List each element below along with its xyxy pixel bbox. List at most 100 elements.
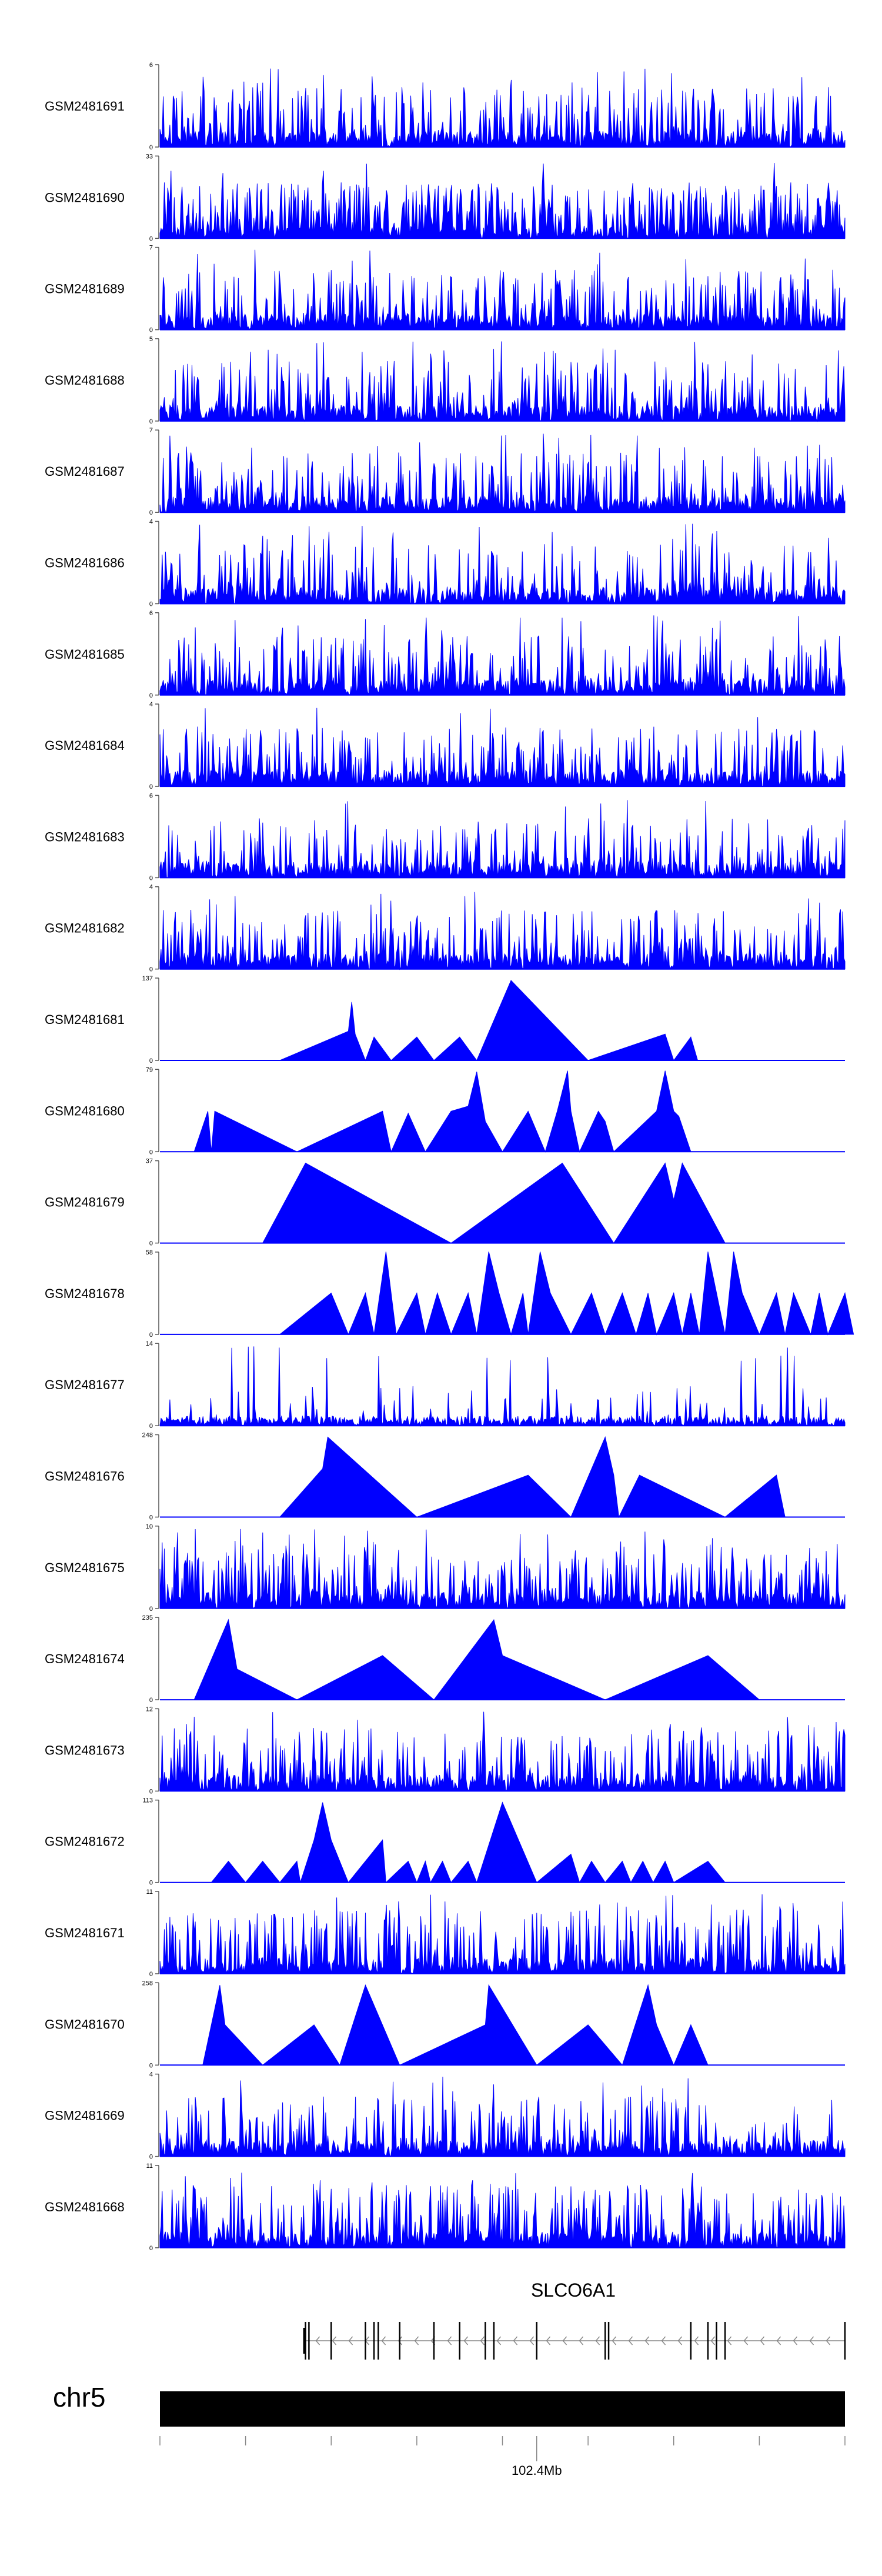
strand-arrow xyxy=(727,2336,732,2345)
y-tick-label-max: 4 xyxy=(149,519,153,526)
track-label: GSM2481680 xyxy=(45,1103,125,1118)
track-label: GSM2481682 xyxy=(45,921,125,936)
track-label: GSM2481672 xyxy=(45,1834,125,1849)
coverage-area xyxy=(159,892,846,970)
track-label: GSM2481676 xyxy=(45,1469,125,1484)
y-tick-label-min: 0 xyxy=(149,1423,153,1430)
strand-arrow xyxy=(348,2336,353,2345)
y-tick-label-min: 0 xyxy=(149,875,153,882)
y-tick-label-max: 11 xyxy=(146,2163,153,2170)
strand-arrow xyxy=(677,2336,683,2345)
strand-arrow xyxy=(496,2336,502,2345)
coverage-area xyxy=(159,2077,846,2157)
y-tick-label-min: 0 xyxy=(149,692,153,699)
chromosome-bar xyxy=(160,2391,845,2427)
strand-arrow xyxy=(562,2336,567,2345)
track-label: GSM2481686 xyxy=(45,556,125,570)
coverage-area xyxy=(159,249,846,331)
coverage-area xyxy=(279,1436,786,1519)
gene-track: SLCO6A1 xyxy=(303,2280,846,2360)
track-GSM2481678: GSM2481678 58 0 xyxy=(45,1249,854,1339)
y-tick-label-min: 0 xyxy=(149,1514,153,1521)
track-GSM2481672: GSM2481672 113 0 xyxy=(45,1797,845,1887)
strand-arrow xyxy=(397,2336,403,2345)
y-tick-label-min: 0 xyxy=(149,327,153,334)
track-GSM2481685: GSM2481685 6 0 xyxy=(45,610,846,699)
track-GSM2481691: GSM2481691 6 0 xyxy=(45,62,846,151)
y-tick-label-max: 5 xyxy=(149,336,153,343)
track-GSM2481676: GSM2481676 248 0 xyxy=(45,1432,845,1521)
coverage-area xyxy=(159,162,846,239)
track-label: GSM2481668 xyxy=(45,2200,125,2214)
track-GSM2481680: GSM2481680 79 0 xyxy=(45,1066,845,1156)
y-tick-label-max: 14 xyxy=(146,1340,153,1347)
y-tick-label-max: 4 xyxy=(149,884,153,891)
strand-arrow xyxy=(694,2336,699,2345)
y-tick-label-max: 6 xyxy=(149,792,153,799)
strand-arrow xyxy=(480,2336,485,2345)
strand-arrow xyxy=(628,2336,633,2345)
genomic-axis: 102.4Mb xyxy=(159,2436,846,2478)
track-label: GSM2481673 xyxy=(45,1743,125,1757)
strand-arrow xyxy=(414,2336,419,2345)
coverage-area xyxy=(159,708,846,787)
y-tick-label-min: 0 xyxy=(149,1332,153,1339)
track-GSM2481684: GSM2481684 4 0 xyxy=(45,701,846,790)
coverage-area xyxy=(279,1252,854,1336)
y-tick-label-min: 0 xyxy=(149,1240,153,1247)
track-label: GSM2481689 xyxy=(45,282,125,296)
strand-arrow xyxy=(612,2336,617,2345)
y-tick-label-min: 0 xyxy=(149,509,153,516)
strand-arrow xyxy=(381,2336,386,2345)
strand-arrow xyxy=(793,2336,798,2345)
axis-tick-label: 102.4Mb xyxy=(512,2463,562,2478)
y-tick-label-min: 0 xyxy=(149,2062,153,2069)
track-GSM2481675: GSM2481675 10 0 xyxy=(45,1523,846,1613)
y-tick-label-min: 0 xyxy=(149,235,153,242)
coverage-area xyxy=(159,1894,846,1975)
y-tick-label-min: 0 xyxy=(149,1971,153,1978)
y-tick-label-max: 258 xyxy=(142,1980,153,1987)
exon-start xyxy=(303,2328,306,2354)
strand-arrow xyxy=(776,2336,781,2345)
y-tick-label-min: 0 xyxy=(149,1880,153,1887)
y-tick-label-max: 11 xyxy=(146,1888,153,1896)
strand-arrow xyxy=(546,2336,551,2345)
y-tick-label-min: 0 xyxy=(149,783,153,790)
chromosome-track: chr5 xyxy=(53,2382,845,2427)
y-tick-label-max: 7 xyxy=(149,245,153,252)
y-tick-label-max: 248 xyxy=(142,1432,153,1439)
track-label: GSM2481687 xyxy=(45,464,125,479)
track-label: GSM2481690 xyxy=(45,190,125,205)
coverage-area xyxy=(159,523,846,605)
coverage-area xyxy=(202,1984,709,2066)
y-tick-label-min: 0 xyxy=(149,1697,153,1704)
gene-model xyxy=(303,2322,846,2360)
coverage-area xyxy=(159,615,846,696)
coverage-area xyxy=(193,1619,760,1700)
y-tick-label-min: 0 xyxy=(149,1606,153,1613)
y-tick-label-max: 33 xyxy=(146,153,153,160)
track-GSM2481688: GSM2481688 5 0 xyxy=(45,336,846,425)
track-label: GSM2481669 xyxy=(45,2108,125,2123)
strand-arrow xyxy=(743,2336,749,2345)
strand-arrow xyxy=(644,2336,650,2345)
track-GSM2481686: GSM2481686 4 0 xyxy=(45,519,846,608)
y-tick-label-min: 0 xyxy=(149,601,153,608)
track-label: GSM2481688 xyxy=(45,373,125,388)
strand-arrow xyxy=(809,2336,814,2345)
coverage-area xyxy=(159,2173,846,2249)
coverage-tracks: GSM248169160GSM2481690330GSM248168970GSM… xyxy=(45,62,854,2252)
track-label: GSM2481681 xyxy=(45,1012,125,1027)
track-label: GSM2481679 xyxy=(45,1195,125,1210)
coverage-area xyxy=(159,68,846,148)
strand-arrow xyxy=(315,2336,320,2345)
track-label: GSM2481677 xyxy=(45,1377,125,1392)
strand-arrow xyxy=(513,2336,518,2345)
track-GSM2481671: GSM2481671 11 0 xyxy=(45,1888,846,1978)
track-GSM2481683: GSM2481683 6 0 xyxy=(45,792,846,882)
y-tick-label-max: 79 xyxy=(146,1066,153,1073)
y-tick-label-max: 137 xyxy=(142,975,153,982)
track-GSM2481674: GSM2481674 235 0 xyxy=(45,1614,845,1704)
